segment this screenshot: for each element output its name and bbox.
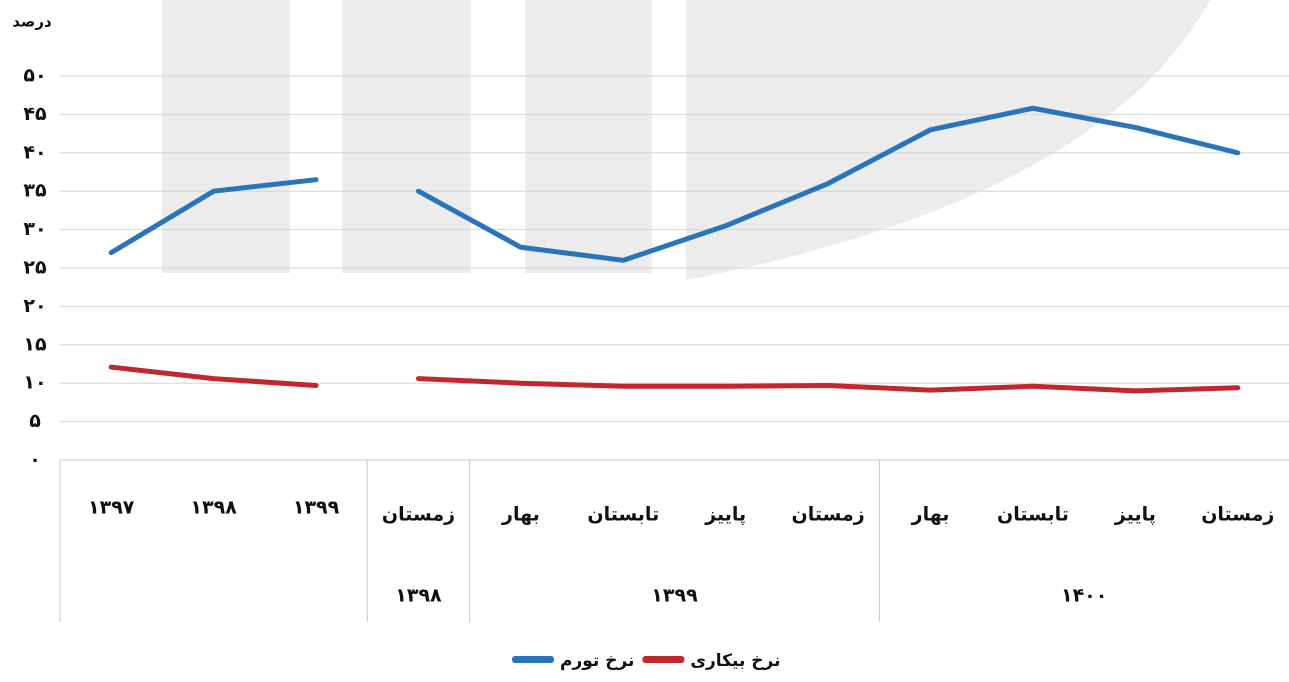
- x-tick-label: زمستان: [792, 504, 865, 526]
- watermark: [162, 0, 1210, 280]
- legend-swatch: [642, 656, 685, 663]
- x-tick-label: پاییز: [704, 504, 746, 526]
- x-tick-label: زمستان: [382, 504, 455, 526]
- y-tick-label: ۳۰: [23, 218, 46, 240]
- y-tick-label: ۰: [29, 449, 41, 471]
- x-tick-label: ۱۳۹۹: [293, 497, 340, 519]
- line-series: [108, 177, 319, 256]
- y-tick-label: ۲۰: [23, 295, 46, 317]
- legend-swatch: [512, 656, 554, 663]
- x-tick-label: زمستان: [1201, 504, 1274, 526]
- group-label: ۱۳۹۹: [651, 585, 698, 607]
- x-tick-label: پاییز: [1114, 504, 1156, 526]
- y-tick-label: ۵۰: [23, 65, 46, 87]
- x-tick-label: ۱۳۹۸: [190, 497, 237, 519]
- line-series: [415, 376, 1241, 394]
- y-tick-label: ۱۰: [23, 372, 46, 394]
- group-label: ۱۴۰۰: [1061, 585, 1107, 607]
- y-axis-label: درصد: [12, 13, 52, 31]
- x-tick-label: بهار: [501, 504, 540, 526]
- x-tick-label: تابستان: [587, 504, 659, 526]
- line-series: [415, 105, 1241, 263]
- y-tick-label: ۴۵: [23, 103, 47, 125]
- y-tick-label: ۱۵: [23, 333, 47, 355]
- legend-label: نرخ تورم: [560, 651, 634, 671]
- x-tick-label: ۱۳۹۷: [88, 497, 135, 519]
- y-tick-label: ۴۰: [23, 141, 46, 163]
- y-tick-label: ۵: [29, 410, 41, 432]
- y-tick-label: ۲۵: [23, 257, 47, 279]
- x-tick-label: تابستان: [997, 504, 1069, 526]
- legend-label: نرخ بیکاری: [690, 651, 780, 671]
- x-tick-label: بهار: [911, 504, 950, 526]
- line-series: [108, 364, 319, 389]
- y-tick-label: ۳۵: [23, 180, 47, 202]
- group-label: ۱۳۹۸: [395, 585, 442, 607]
